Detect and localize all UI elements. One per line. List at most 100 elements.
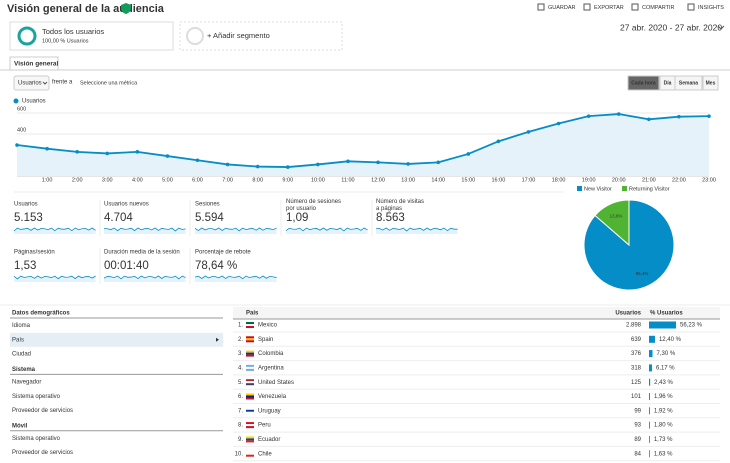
sparkline-area: [14, 276, 96, 282]
segment-add-label: + Añadir segmento: [207, 31, 270, 40]
metric-dropdown[interactable]: [13, 75, 50, 91]
x-tick-label: 19:00: [582, 177, 596, 183]
granularity-label[interactable]: Mes: [706, 80, 716, 86]
granularity-button[interactable]: [702, 75, 719, 91]
action-icon[interactable]: [631, 3, 639, 11]
row-country[interactable]: Colombia: [258, 351, 284, 357]
flag: [246, 324, 254, 326]
row-country[interactable]: Ecuador: [258, 437, 280, 443]
point: [195, 158, 200, 163]
pie-label: 86,4%: [636, 271, 649, 276]
sidebar-item[interactable]: Navegador: [12, 379, 41, 385]
sidebar-selected: [10, 332, 223, 347]
date-range[interactable]: 27 abr. 2020 - 27 abr. 2020: [620, 22, 722, 32]
flag: [246, 397, 254, 400]
x-tick-label: 7:00: [222, 177, 233, 183]
row-country[interactable]: Chile: [258, 451, 272, 457]
action-label[interactable]: COMPARTIR: [642, 5, 675, 11]
row-country[interactable]: United States: [258, 380, 294, 386]
metric-value: 1,53: [14, 260, 36, 272]
granularity-button[interactable]: [674, 75, 703, 91]
granularity-label[interactable]: Cada hora: [631, 80, 656, 86]
flag: [246, 395, 254, 398]
dropdown-arrow: [42, 81, 48, 85]
y-tick-label: 600: [17, 106, 26, 112]
flag: [246, 407, 254, 410]
row-percent: 56,23 %: [680, 323, 703, 329]
action-icon[interactable]: [537, 3, 545, 11]
action-label[interactable]: EXPORTAR: [594, 5, 624, 11]
row-country[interactable]: Mexico: [258, 323, 278, 329]
row-users: 318: [631, 365, 642, 371]
flag: [246, 454, 254, 457]
row-country[interactable]: Spain: [258, 337, 273, 343]
granularity-button[interactable]: [627, 75, 660, 91]
flag: [246, 322, 254, 324]
sidebar-item[interactable]: Sistema operativo: [12, 394, 61, 400]
row-rank: 4.: [238, 365, 243, 371]
flag: [246, 354, 254, 357]
tab[interactable]: [9, 56, 59, 71]
action-icon[interactable]: [687, 3, 695, 11]
percent-bar: [649, 393, 650, 400]
segment-icon: [17, 26, 37, 46]
legend-swatch: [577, 186, 582, 191]
sparkline: [194, 227, 277, 232]
legend-label: New Visitor: [584, 186, 612, 192]
sidebar-item[interactable]: Sistema operativo: [12, 436, 61, 442]
flag: [246, 338, 254, 341]
sparkline: [103, 275, 186, 280]
row-country[interactable]: Argentina: [258, 365, 284, 371]
percent-bar: [649, 321, 676, 329]
flag: [246, 379, 254, 382]
row-country[interactable]: Venezuela: [258, 394, 287, 400]
granularity-label[interactable]: Día: [664, 80, 672, 86]
metric-label: Sesiones: [195, 202, 220, 208]
sidebar-item[interactable]: Idioma: [12, 323, 31, 329]
flag: [246, 450, 254, 453]
point: [496, 139, 501, 144]
point: [556, 121, 561, 126]
sidebar-section: Datos demográficos: [12, 311, 70, 317]
point: [15, 143, 19, 147]
x-tick-label: 14:00: [431, 177, 445, 183]
metric-label: Duración media de la sesión: [104, 250, 180, 256]
table-header-bg: [233, 307, 720, 319]
segment-add[interactable]: [179, 21, 343, 51]
sidebar-item[interactable]: País: [12, 337, 24, 343]
flag: [246, 426, 254, 429]
flag: [246, 340, 254, 343]
row-percent: 1,96 %: [654, 394, 673, 400]
row-rank: 7.: [238, 408, 243, 414]
legend-swatch: [622, 186, 627, 191]
verified-icon: [121, 3, 131, 14]
action-label[interactable]: GUARDAR: [548, 5, 576, 11]
row-users: 93: [634, 423, 641, 429]
row-country[interactable]: Uruguay: [258, 408, 281, 414]
x-tick-label: 23:00: [702, 177, 716, 183]
x-tick-label: 1:00: [42, 177, 53, 183]
metric-value: 1,09: [286, 212, 308, 224]
metric-value: 78,64 %: [195, 260, 237, 272]
area: [17, 114, 709, 176]
flag: [246, 411, 254, 414]
row-percent: 1,63 %: [654, 451, 673, 457]
sidebar-item[interactable]: Ciudad: [12, 352, 31, 358]
sidebar-item[interactable]: Proveedor de servicios: [12, 450, 73, 456]
percent-bar: [649, 421, 650, 429]
select-metric-link[interactable]: Seleccione una métrica: [80, 80, 138, 86]
row-rank: 9.: [238, 437, 243, 443]
action-label[interactable]: INSIGHTS: [698, 5, 724, 11]
granularity-label[interactable]: Semana: [679, 80, 698, 86]
segment-active[interactable]: [9, 21, 174, 51]
tab-label: Visión general: [14, 61, 59, 68]
flag: [246, 383, 254, 386]
point: [466, 152, 471, 156]
row-country[interactable]: Peru: [258, 423, 271, 429]
x-tick-label: 13:00: [401, 177, 415, 183]
action-icon[interactable]: [583, 3, 591, 11]
metric-value: 4.704: [104, 212, 133, 224]
sidebar-item[interactable]: Proveedor de servicios: [12, 408, 73, 414]
